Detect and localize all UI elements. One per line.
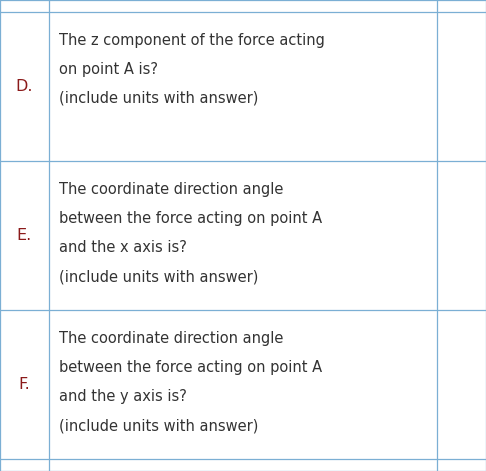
Text: E.: E. xyxy=(17,228,32,243)
Text: and the x axis is?: and the x axis is? xyxy=(59,240,187,255)
Text: The coordinate direction angle: The coordinate direction angle xyxy=(59,331,284,346)
Text: D.: D. xyxy=(16,79,33,94)
Text: F.: F. xyxy=(18,377,30,392)
Text: and the y axis is?: and the y axis is? xyxy=(59,389,187,404)
Text: on point A is?: on point A is? xyxy=(59,62,158,77)
Text: The coordinate direction angle: The coordinate direction angle xyxy=(59,182,284,197)
Text: (include units with answer): (include units with answer) xyxy=(59,269,259,284)
Text: (include units with answer): (include units with answer) xyxy=(59,91,259,106)
Text: between the force acting on point A: between the force acting on point A xyxy=(59,360,322,375)
Text: The z component of the force acting: The z component of the force acting xyxy=(59,32,325,48)
Text: between the force acting on point A: between the force acting on point A xyxy=(59,211,322,226)
Text: (include units with answer): (include units with answer) xyxy=(59,418,259,433)
